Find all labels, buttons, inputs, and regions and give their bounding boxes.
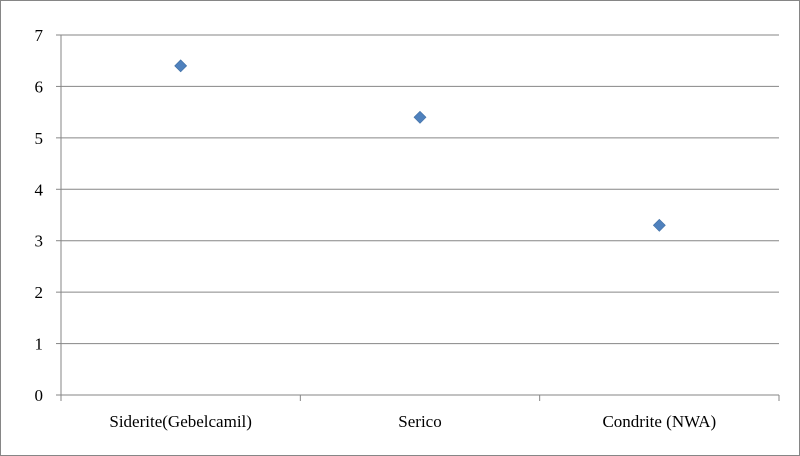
y-tick-label: 0	[35, 386, 44, 405]
data-point-diamond	[652, 218, 666, 232]
y-tick-labels: 0 1 2 3 4 5 6 7	[35, 26, 44, 405]
y-tick-label: 5	[35, 129, 44, 148]
x-tick-label: Condrite (NWA)	[602, 412, 716, 431]
y-tick-label: 1	[35, 335, 44, 354]
y-tick-label: 3	[35, 232, 44, 251]
data-points	[174, 59, 666, 232]
data-point-diamond	[174, 59, 188, 73]
y-tick-label: 2	[35, 283, 44, 302]
gridlines	[61, 34, 779, 345]
y-tick-label: 7	[35, 26, 44, 45]
y-tick-label: 6	[35, 77, 44, 96]
x-tick-label: Siderite(Gebelcamil)	[109, 412, 252, 431]
axes	[56, 34, 780, 401]
x-tick-label: Serico	[398, 412, 441, 431]
x-tick-labels: Siderite(Gebelcamil) Serico Condrite (NWA)	[109, 412, 716, 431]
data-point-diamond	[413, 110, 427, 124]
y-tick-label: 4	[35, 180, 44, 199]
